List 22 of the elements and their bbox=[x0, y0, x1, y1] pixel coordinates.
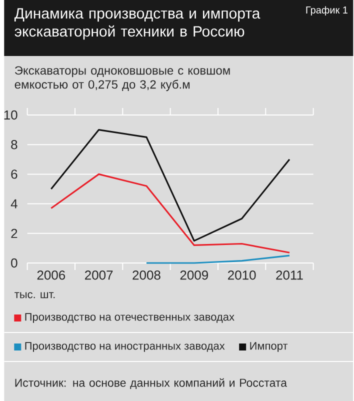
line-series bbox=[50, 128, 290, 242]
x-tick-label: 2011 bbox=[276, 270, 304, 280]
x-tick-label: 2009 bbox=[180, 270, 208, 280]
legend-label: Импорт bbox=[250, 342, 288, 352]
y-axis-title: тыс. шт. bbox=[14, 292, 55, 298]
text: График 1 bbox=[306, 6, 348, 16]
x-tick-label: 2008 bbox=[132, 270, 161, 280]
text: Источник: на основе данных компаний и Росстата bbox=[15, 378, 288, 390]
y-tick-label: 6 bbox=[11, 170, 18, 179]
x-tick-label: 2007 bbox=[85, 270, 113, 280]
y-tick-label: 8 bbox=[11, 140, 18, 150]
legend-label: Производство на иностранных заводах bbox=[25, 342, 225, 352]
chart-subtitle: Экскаваторы одноковшовые с ковшом емкостью от 0,275 до 3,2 куб.м bbox=[15, 66, 230, 92]
chart-title: Динамика производства и импорта экскаваторной техники в Россию bbox=[14, 8, 260, 40]
x-tick-label: 2006 bbox=[38, 270, 66, 280]
y-tick-label: 4 bbox=[11, 199, 18, 208]
y-tick-label: 2 bbox=[11, 228, 18, 238]
y-tick-label: 10 bbox=[4, 110, 18, 120]
legend-label: Производство на отечественных заводах bbox=[25, 313, 235, 323]
x-tick-label: 2010 bbox=[228, 270, 256, 280]
y-tick-label: 0 bbox=[11, 258, 18, 268]
line-series bbox=[50, 173, 290, 254]
